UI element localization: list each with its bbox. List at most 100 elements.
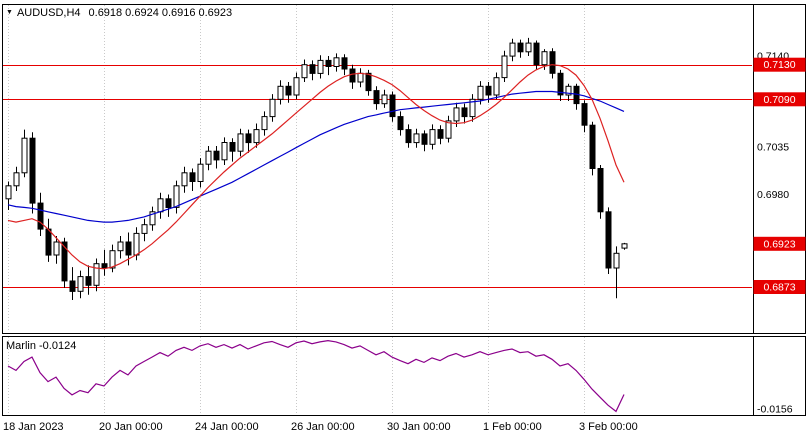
candle-body	[285, 85, 292, 96]
candle-body	[317, 59, 324, 74]
candle-body	[13, 172, 20, 187]
symbol-dropdown-icon[interactable]: ▼	[6, 9, 13, 16]
candle-body	[429, 129, 436, 145]
ma-slow-line	[7, 90, 625, 223]
candle-body	[437, 129, 444, 139]
candle-body	[357, 72, 364, 83]
candle-body	[293, 77, 300, 96]
candle-body	[117, 241, 124, 252]
candle-body	[237, 133, 244, 152]
x-axis-label: 3 Feb 00:00	[579, 421, 638, 433]
candle-body	[253, 129, 260, 144]
y-axis-label: -0.0156	[757, 403, 793, 415]
x-axis-label: 1 Feb 00:00	[483, 421, 542, 433]
candle-body	[261, 116, 268, 131]
candle-body	[197, 163, 204, 182]
x-axis-label: 20 Jan 00:00	[99, 421, 163, 433]
x-axis-label: 26 Jan 00:00	[291, 421, 355, 433]
candle-body	[373, 90, 380, 105]
candle-body	[461, 107, 468, 118]
candle-body	[221, 142, 228, 161]
candle-body	[101, 263, 108, 269]
candle-body	[69, 280, 76, 292]
candle-body	[141, 224, 148, 234]
candle-body	[21, 137, 28, 174]
x-axis-label: 30 Jan 00:00	[387, 421, 451, 433]
candle-body	[341, 57, 348, 70]
candle-body	[565, 85, 572, 96]
candle-body	[245, 133, 252, 144]
candle-body	[621, 243, 628, 249]
candle-body	[325, 59, 332, 68]
price-badge	[753, 236, 806, 251]
candle-body	[365, 72, 372, 92]
price-badge	[753, 57, 806, 72]
candle-body	[541, 51, 548, 66]
candle-body	[413, 133, 420, 144]
candle-body	[181, 172, 188, 187]
candle-body	[93, 263, 100, 286]
y-axis-label: 0.6980	[757, 189, 789, 201]
candle-body	[533, 42, 540, 66]
indicator-panel-border	[2, 336, 806, 416]
ohlc-close: 0.6923	[198, 7, 233, 19]
candle-body	[29, 137, 36, 204]
price-badge	[753, 280, 806, 294]
indicator-value: -0.0124	[39, 340, 77, 352]
y-axis-label: 0.7035	[757, 141, 789, 153]
candle-body	[333, 57, 340, 67]
price-badge	[753, 92, 806, 107]
candle-body	[133, 232, 140, 256]
candle-body	[61, 241, 68, 282]
candle-body	[549, 51, 556, 74]
main-panel-border	[2, 4, 806, 334]
ohlc-low: 0.6916	[161, 7, 196, 19]
candle-body	[85, 276, 92, 286]
candle-body	[525, 42, 532, 53]
candle-body	[149, 211, 156, 226]
chart-title: ▼ AUDUSD,H4 0.6918 0.6924 0.6916 0.6923	[6, 7, 235, 19]
candle-body	[269, 98, 276, 118]
ohlc-high: 0.6924	[125, 7, 159, 19]
candle-body	[445, 120, 452, 139]
candle-body	[509, 42, 516, 57]
candle-body	[37, 202, 44, 230]
price-badge-label: 0.6873	[763, 282, 795, 294]
candle-body	[165, 198, 172, 209]
candle-body	[389, 94, 396, 118]
x-axis-label: 24 Jan 00:00	[195, 421, 259, 433]
candle-body	[501, 55, 508, 79]
indicator-name: Marlin	[6, 340, 36, 352]
candle-body	[5, 185, 12, 200]
marlin-line	[7, 339, 625, 413]
candle-body	[581, 103, 588, 126]
candle-body	[77, 276, 84, 292]
ma-fast-line	[7, 64, 625, 270]
candle-body	[213, 150, 220, 161]
candle-body	[53, 241, 60, 256]
candle-body	[381, 94, 388, 105]
symbol-period-label: AUDUSD,H4	[16, 7, 81, 19]
candle-body	[493, 77, 500, 96]
ohlc-open: 0.6918	[88, 7, 123, 19]
candle-body	[109, 250, 116, 269]
candle-body	[277, 85, 284, 100]
candle-body	[229, 142, 236, 152]
candle-body	[421, 133, 428, 145]
candle-body	[613, 252, 620, 269]
candle-body	[45, 228, 52, 256]
candle-body	[157, 198, 164, 213]
candle-body	[477, 85, 484, 100]
candle-body	[189, 172, 196, 183]
price-badge-label: 0.7130	[763, 59, 795, 71]
indicator-label: Marlin -0.0124	[6, 340, 76, 352]
candle-body	[349, 68, 356, 83]
candle-body	[485, 85, 492, 96]
price-badge-label: 0.6923	[763, 238, 795, 250]
candle-body	[557, 72, 564, 96]
candle-body	[469, 98, 476, 118]
candle-body	[205, 150, 212, 165]
candle-body	[125, 241, 132, 256]
candle-body	[453, 107, 460, 122]
